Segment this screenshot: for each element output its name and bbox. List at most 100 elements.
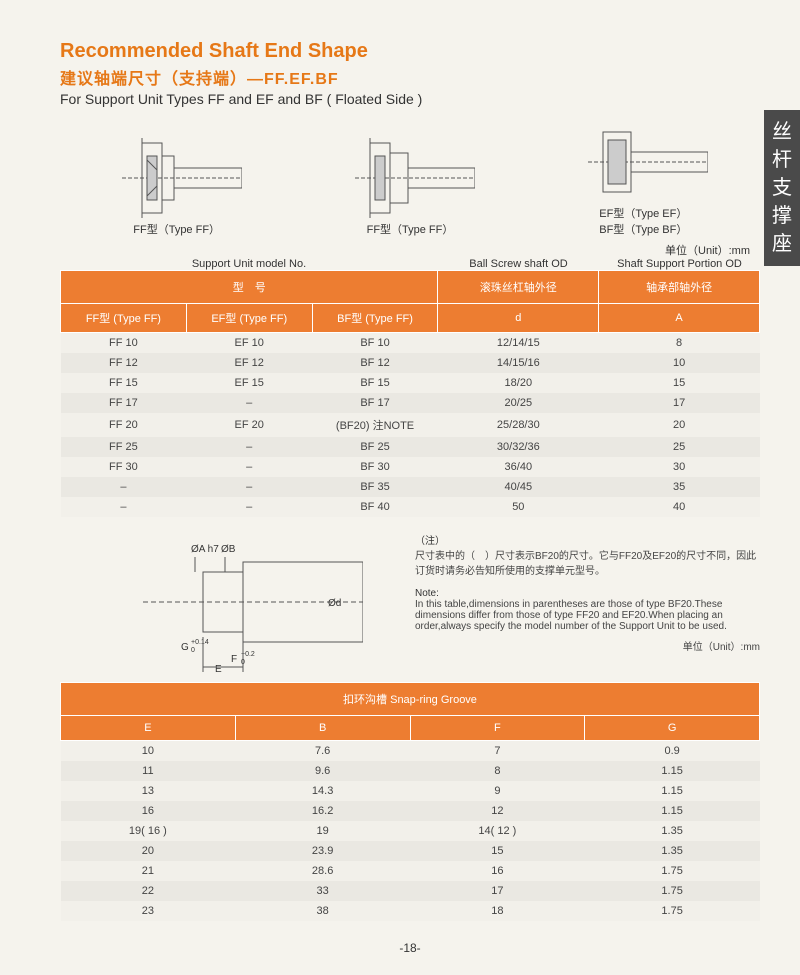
page: Recommended Shaft End Shape 建议轴端尺寸（支持端）—… [0,0,800,975]
th-model-group: 型 号 [61,271,438,304]
side-tab-text: 丝杆支撑座 [764,118,800,258]
table-cell: 1.15 [585,761,760,781]
th2-g: G [585,716,760,741]
table-cell: 21 [61,861,236,881]
table-cell: BF 35 [312,477,438,497]
diagram-2-label: FF型（Type FF） [345,221,475,237]
table-cell: 30/32/36 [438,437,599,457]
table-cell: BF 30 [312,457,438,477]
table-cell: – [186,393,312,413]
table-cell: 23 [61,901,236,921]
table-cell: FF 10 [61,333,187,354]
table-cell: 7.6 [235,741,410,762]
table-row: 19( 16 )1914( 12 )1.35 [61,821,760,841]
table-cell: – [186,497,312,517]
svg-text:E: E [215,664,222,672]
table-cell: 8 [599,333,760,354]
table-cell: 22 [61,881,236,901]
table-cell: 12 [410,801,585,821]
diagram-1: FF型（Type FF） [112,138,242,237]
table-cell: – [186,437,312,457]
table-cell: EF 15 [186,373,312,393]
table-cell: – [61,497,187,517]
table-cell: 36/40 [438,457,599,477]
table-cell: 1.15 [585,801,760,821]
table-cell: 25 [599,437,760,457]
th2-f: F [410,716,585,741]
over-label-ball: Ball Screw shaft OD [438,258,599,270]
table-cell: 11 [61,761,236,781]
table-cell: 10 [599,353,760,373]
table-cell: 13 [61,781,236,801]
over-label-support: Support Unit model No. [60,258,438,270]
table-cell: EF 12 [186,353,312,373]
table-cell: EF 20 [186,413,312,437]
table-cell: FF 20 [61,413,187,437]
th-d: d [438,304,599,333]
th-ff: FF型 (Type FF) [61,304,187,333]
table-row: 2023.9151.35 [61,841,760,861]
diagram-2: FF型（Type FF） [345,138,475,237]
th-snapring-group: 扣环沟槽 Snap-ring Groove [61,683,760,716]
table-cell: BF 25 [312,437,438,457]
table-cell: 20 [61,841,236,861]
svg-text:+0.14: +0.14 [191,639,209,646]
table-cell: 25/28/30 [438,413,599,437]
table-cell: 9.6 [235,761,410,781]
table-cell: BF 12 [312,353,438,373]
table-cell: 20 [599,413,760,437]
th-ball-group: 滚珠丝杠轴外径 [438,271,599,304]
table-row: ––BF 3540/4535 [61,477,760,497]
table-cell: 20/25 [438,393,599,413]
svg-text:0: 0 [191,647,195,654]
table-row: 1314.391.15 [61,781,760,801]
table-cell: 0.9 [585,741,760,762]
table-cell: 9 [410,781,585,801]
th-a: A [599,304,760,333]
th2-e: E [61,716,236,741]
svg-text:ØA h7: ØA h7 [191,544,219,555]
table-cell: 30 [599,457,760,477]
table-cell: 1.75 [585,901,760,921]
table-cell: 35 [599,477,760,497]
svg-text:Ød: Ød [328,598,341,609]
table-cell: – [186,457,312,477]
table-cell: 1.75 [585,881,760,901]
table-cell: 40/45 [438,477,599,497]
table-cell: 14( 12 ) [410,821,585,841]
title-chinese: 建议轴端尺寸（支持端）—FF.EF.BF [60,65,760,89]
table-cell: 1.35 [585,821,760,841]
table-row: 119.681.15 [61,761,760,781]
table-cell: BF 40 [312,497,438,517]
table-cell: 16 [410,861,585,881]
table-cell: 8 [410,761,585,781]
table-cell: FF 15 [61,373,187,393]
spec-table-1: 型 号 滚珠丝杠轴外径 轴承部轴外径 FF型 (Type FF) EF型 (Ty… [60,270,760,517]
table-cell: 15 [599,373,760,393]
table-cell: 19( 16 ) [61,821,236,841]
th-shaft-group: 轴承部轴外径 [599,271,760,304]
table-row: FF 25–BF 2530/32/3625 [61,437,760,457]
table-cell: – [61,477,187,497]
table-cell: 19 [235,821,410,841]
table-cell: 28.6 [235,861,410,881]
table-cell: 50 [438,497,599,517]
table-cell: FF 17 [61,393,187,413]
note-cn-body: 尺寸表中的（ ）尺寸表示BF20的尺寸。它与FF20及EF20的尺寸不同，因此订… [415,547,760,577]
spec-table-2: 扣环沟槽 Snap-ring Groove E B F G 107.670.91… [60,682,760,921]
note-cn-title: （注） [415,532,760,547]
diagram-3-label-top: EF型（Type EF） [578,205,708,221]
table-cell: 14.3 [235,781,410,801]
mid-section: ØA h7 ØB Ød G +0.14 0 F +0.2 0 E （注） 尺寸表… [60,532,760,677]
table-row: 2233171.75 [61,881,760,901]
table-cell: 15 [410,841,585,861]
table-cell: FF 30 [61,457,187,477]
diagram-row: FF型（Type FF） FF型（Type FF） EF型（Type EF） B… [60,122,760,237]
table-cell: 17 [410,881,585,901]
table-cell: 40 [599,497,760,517]
table-cell: 18 [410,901,585,921]
diagram-3: EF型（Type EF） BF型（Type BF） [578,122,708,237]
table-cell: 10 [61,741,236,762]
note-en-body: In this table,dimensions in parentheses … [415,599,760,632]
table-cell: 17 [599,393,760,413]
